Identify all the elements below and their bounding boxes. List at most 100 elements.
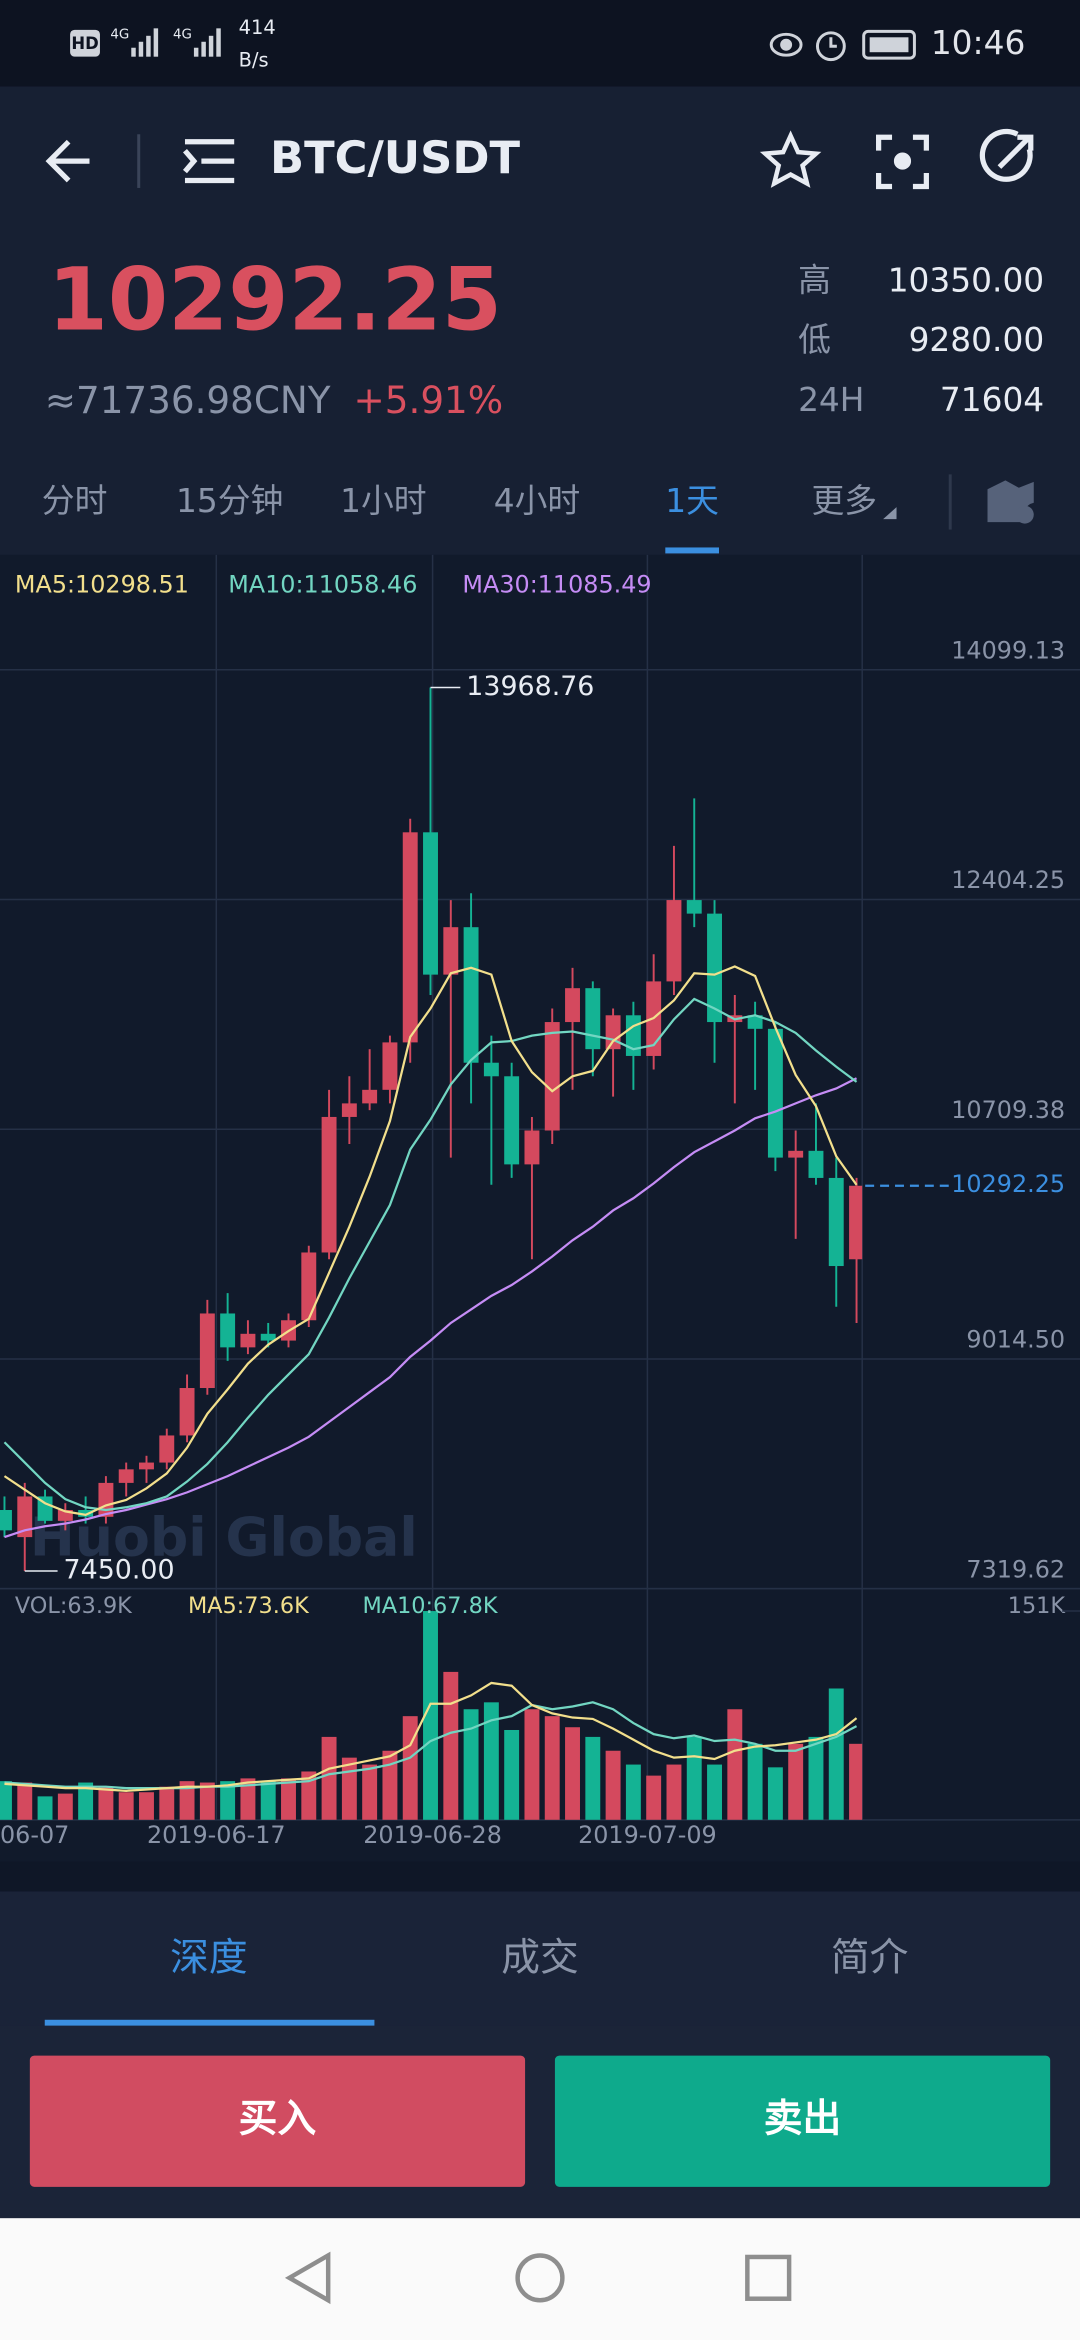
plot xyxy=(0,687,863,1571)
candle-body xyxy=(808,1150,824,1178)
period-tab[interactable]: 4小时 xyxy=(494,482,580,520)
volume-bar xyxy=(686,1736,702,1820)
candle-body xyxy=(260,1333,276,1341)
ma-line xyxy=(4,1681,858,1792)
candle-body xyxy=(544,1022,560,1131)
volume-bar xyxy=(301,1771,317,1820)
volume-bar xyxy=(118,1792,134,1820)
volume-bar xyxy=(707,1764,722,1820)
change: +5.91% xyxy=(354,378,504,422)
candle-body xyxy=(321,1116,337,1253)
volume-bar xyxy=(341,1757,357,1820)
price-tick-label: 7319.62 xyxy=(966,1555,1065,1583)
vol-label: VOL:63.9K xyxy=(15,1593,133,1619)
last-price-label: 10292.25 xyxy=(951,1170,1065,1198)
back-button[interactable] xyxy=(45,139,90,183)
candle-body xyxy=(767,1028,783,1158)
candle-body xyxy=(585,988,601,1050)
clock: 10:46 xyxy=(931,24,1026,62)
high-label: 13968.76 xyxy=(466,671,594,702)
volume-bar xyxy=(382,1750,398,1820)
volume-bar xyxy=(321,1736,337,1820)
nav-back[interactable] xyxy=(284,2251,331,2305)
status-bar xyxy=(0,0,1080,87)
volume-bar xyxy=(767,1767,783,1820)
period-tab[interactable]: 分时 xyxy=(42,482,108,520)
volume-bar xyxy=(808,1736,824,1820)
candle-body xyxy=(17,1496,33,1538)
date-label: 06-07 xyxy=(0,1821,69,1849)
hd: HD xyxy=(71,34,98,53)
settings-button[interactable] xyxy=(987,480,1034,524)
candle-body xyxy=(118,1469,134,1483)
date-label: 2019-06-28 xyxy=(363,1821,502,1849)
status-icons xyxy=(769,29,916,62)
volume-bar xyxy=(240,1778,256,1820)
candle-body xyxy=(686,900,702,914)
volume-bar xyxy=(179,1781,195,1820)
nav-recent[interactable] xyxy=(745,2254,792,2301)
volume-bar xyxy=(220,1781,236,1820)
tab-underline xyxy=(44,2019,375,2026)
ma30-label: MA30:11085.49 xyxy=(462,571,651,599)
candle-body xyxy=(747,1015,763,1029)
candle-body xyxy=(849,1185,863,1260)
period-tab-active[interactable]: 1天 xyxy=(665,482,719,520)
candle-body xyxy=(788,1150,804,1158)
candle-body xyxy=(220,1313,236,1348)
favorite-button[interactable] xyxy=(759,130,822,188)
period-tab[interactable]: 1小时 xyxy=(340,482,426,520)
volume-bar xyxy=(37,1796,53,1820)
buy-label[interactable]: 买入 xyxy=(239,2097,317,2142)
sell-button[interactable] xyxy=(554,2055,1051,2187)
volume-bar xyxy=(402,1716,418,1820)
last-price: 10292.25 xyxy=(48,251,502,351)
candle-body xyxy=(37,1496,53,1521)
tab[interactable]: 简介 xyxy=(831,1936,909,1981)
spacer xyxy=(0,1861,1080,1892)
volume-bar xyxy=(788,1743,804,1820)
speed: 414 xyxy=(239,16,276,39)
volume-bar xyxy=(260,1781,276,1820)
speed-unit: B/s xyxy=(239,49,269,72)
candle-body xyxy=(707,913,722,1023)
ma-line xyxy=(3,997,858,1512)
volume-bar xyxy=(199,1782,215,1820)
stat-label: 高 xyxy=(798,261,831,299)
volume-bar xyxy=(78,1782,94,1820)
candle-body xyxy=(179,1388,195,1436)
volume-bar xyxy=(666,1764,682,1820)
pair[interactable]: BTC/USDT xyxy=(270,131,521,184)
menu-button[interactable] xyxy=(182,139,235,184)
period-tab[interactable]: 15分钟 xyxy=(176,482,283,520)
net: 4G xyxy=(110,27,129,42)
price-tick-label: 14099.13 xyxy=(951,636,1065,664)
candle-body xyxy=(240,1333,256,1348)
date-label: 2019-07-09 xyxy=(578,1821,717,1849)
candle-body xyxy=(0,1510,12,1531)
price-tick-label: 10709.38 xyxy=(951,1096,1065,1124)
share-button[interactable] xyxy=(979,128,1034,182)
candle-body xyxy=(443,927,459,975)
candle-body xyxy=(57,1510,73,1521)
nav-home[interactable] xyxy=(515,2253,565,2303)
volume-bar xyxy=(524,1709,540,1820)
tab-active[interactable]: 深度 xyxy=(170,1936,248,1981)
candle-body xyxy=(362,1089,378,1104)
more-tab[interactable]: 更多 xyxy=(811,482,877,520)
ma10-label: MA10:11058.46 xyxy=(228,571,417,599)
candle-body xyxy=(504,1076,520,1165)
chart-area xyxy=(0,554,1080,1862)
volume-bar xyxy=(443,1671,459,1820)
buy-button[interactable] xyxy=(29,2055,526,2187)
screenshot-button[interactable] xyxy=(876,134,929,190)
stat-label: 低 xyxy=(798,321,831,359)
volume-bar xyxy=(625,1764,641,1820)
candle-body xyxy=(605,1015,621,1050)
chart: 14099.1312404.2510709.389014.507319.62Hu… xyxy=(0,554,1080,1821)
sell-label[interactable]: 卖出 xyxy=(764,2097,842,2142)
tab[interactable]: 成交 xyxy=(501,1936,579,1981)
candle-body xyxy=(159,1435,175,1463)
price-tick-label: 12404.25 xyxy=(951,866,1065,894)
